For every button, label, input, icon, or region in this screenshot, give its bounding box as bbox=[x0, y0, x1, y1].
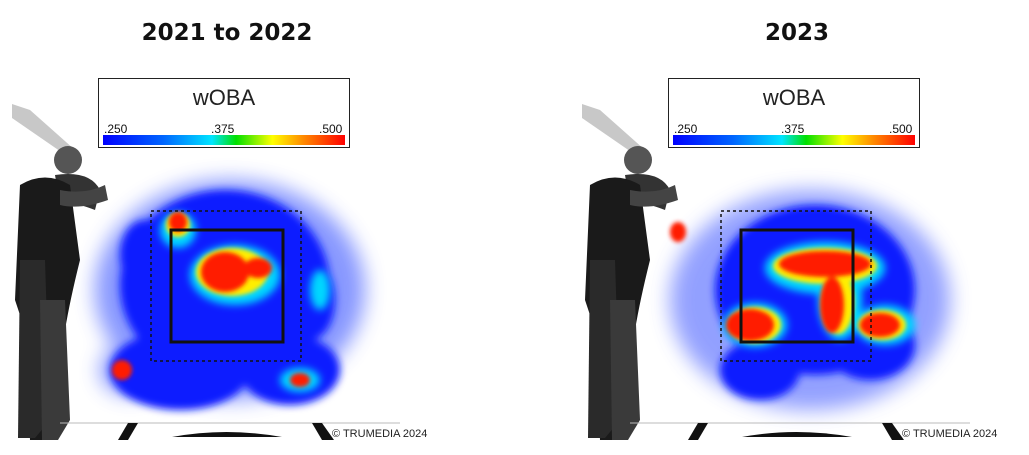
home-plate bbox=[172, 432, 282, 437]
strike-zone bbox=[739, 228, 855, 344]
home-plate bbox=[742, 432, 852, 437]
batters-box-line bbox=[882, 423, 904, 440]
batter-silhouette bbox=[12, 104, 108, 440]
heatmap-panel-2023: 2023 bbox=[570, 0, 1029, 455]
heat-cloud bbox=[95, 180, 365, 410]
legend-color-bar bbox=[673, 135, 915, 145]
legend-color-bar bbox=[103, 135, 345, 145]
chart-title: 2021 to 2022 bbox=[141, 20, 313, 46]
legend-tick-low: .250 bbox=[104, 122, 128, 136]
batter-silhouette bbox=[582, 104, 678, 440]
legend-tick-mid: .375 bbox=[781, 122, 805, 136]
legend-tick-low: .250 bbox=[674, 122, 698, 136]
shadow-zone bbox=[720, 210, 872, 362]
watermark: © TRUMEDIA 2024 bbox=[332, 428, 428, 440]
heat-cloud bbox=[670, 190, 950, 410]
watermark: © TRUMEDIA 2024 bbox=[902, 428, 998, 440]
heatmap-graphic bbox=[582, 104, 970, 440]
batters-box-line bbox=[312, 423, 334, 440]
chart-title: 2023 bbox=[764, 20, 829, 46]
legend-title: wOBA bbox=[762, 85, 826, 110]
heatmap-panel-2021-2022: 2021 to 2022 bbox=[0, 0, 514, 455]
heatmap-graphic bbox=[12, 104, 400, 440]
legend-tick-high: .500 bbox=[319, 122, 343, 136]
legend-tick-mid: .375 bbox=[211, 122, 235, 136]
legend: wOBA .250 .375 .500 bbox=[98, 78, 350, 148]
batters-box-line bbox=[688, 423, 708, 440]
strike-zone bbox=[169, 228, 285, 344]
legend-title: wOBA bbox=[192, 85, 256, 110]
legend-tick-high: .500 bbox=[889, 122, 913, 136]
legend: wOBA .250 .375 .500 bbox=[668, 78, 920, 148]
shadow-zone bbox=[150, 210, 302, 362]
batters-box-line bbox=[118, 423, 138, 440]
